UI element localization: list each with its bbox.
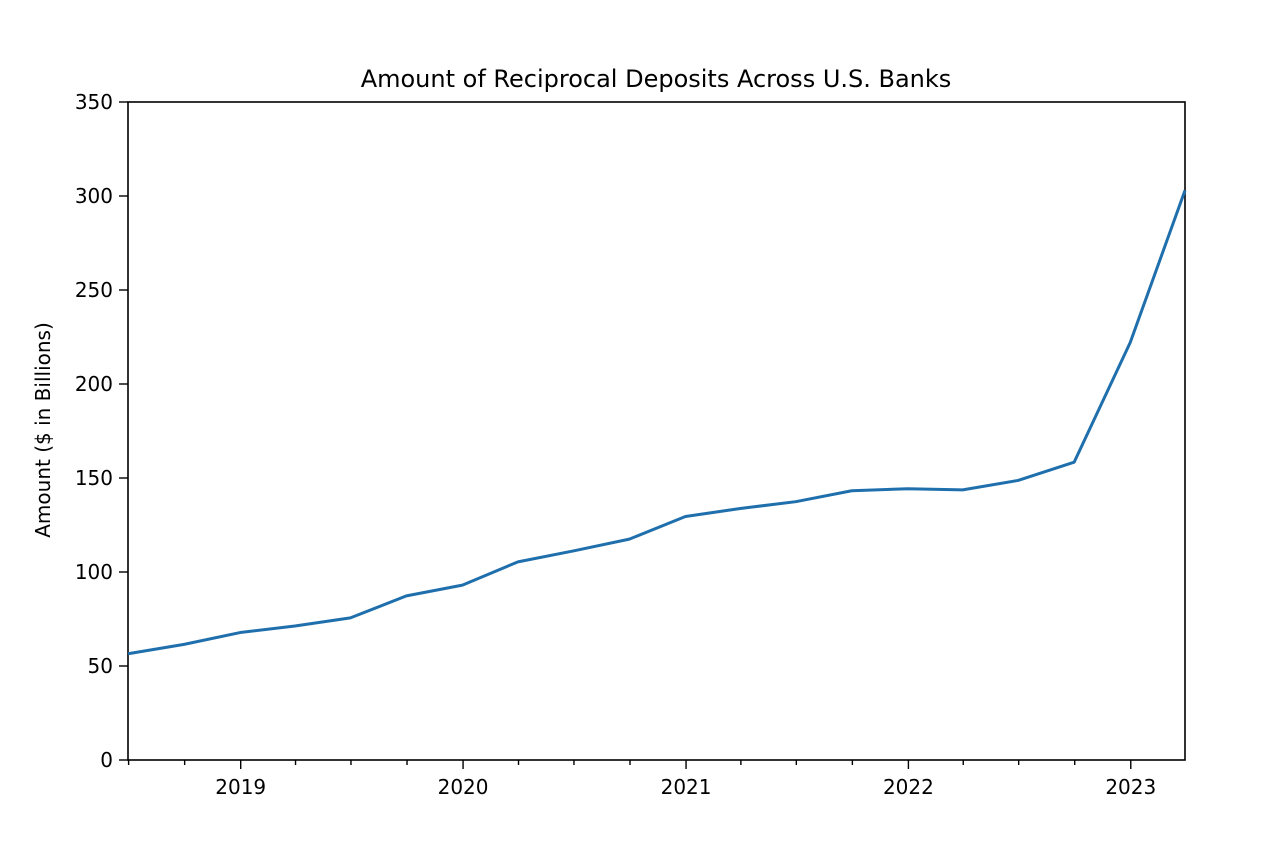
y-tick-label: 0 <box>100 748 113 772</box>
x-tick-label: 2019 <box>215 775 266 799</box>
plot-area <box>127 101 1186 761</box>
y-tick-label: 100 <box>75 560 113 584</box>
y-tick-label: 350 <box>75 90 113 114</box>
y-tick-label: 300 <box>75 184 113 208</box>
x-tick-label: 2021 <box>661 775 712 799</box>
y-axis-label: Amount ($ in Billions) <box>31 322 55 538</box>
x-tick-label: 2023 <box>1105 775 1156 799</box>
x-tick-label: 2022 <box>883 775 934 799</box>
x-tick-label: 2020 <box>438 775 489 799</box>
series-line <box>127 189 1187 656</box>
chart-title: Amount of Reciprocal Deposits Across U.S… <box>361 65 952 93</box>
y-tick-label: 150 <box>75 466 113 490</box>
y-axis-ticks: 0 50 100 150 200 250 300 350 <box>75 90 128 772</box>
y-tick-label: 200 <box>75 372 113 396</box>
y-tick-label: 50 <box>88 654 113 678</box>
x-axis-ticks: 2019 2020 2021 2022 2023 <box>127 760 1156 799</box>
plot-frame <box>127 101 1186 761</box>
y-tick-label: 250 <box>75 278 113 302</box>
series-layer <box>127 189 1187 656</box>
